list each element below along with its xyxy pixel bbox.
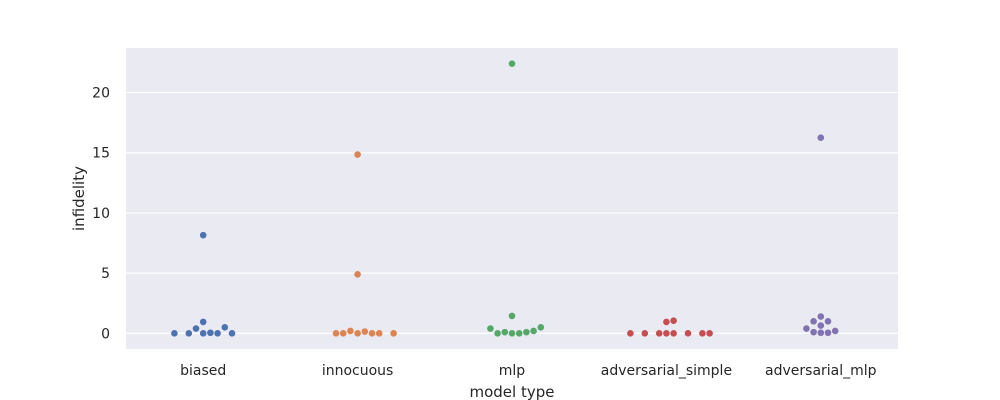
data-point [508, 312, 516, 320]
y-tick-label: 0 [101, 326, 110, 342]
data-point [199, 231, 207, 239]
plot-area [126, 48, 898, 349]
data-point [508, 60, 516, 67]
data-point [824, 329, 832, 337]
data-point [655, 330, 663, 337]
data-point [361, 328, 369, 335]
data-point [817, 313, 825, 320]
data-point [706, 330, 713, 337]
data-point [199, 330, 207, 337]
data-point [803, 325, 810, 332]
data-point [214, 330, 221, 337]
data-point [810, 328, 817, 336]
y-tick-label: 5 [101, 266, 110, 282]
data-point [537, 324, 545, 331]
x-tick-label: innocuous [322, 363, 394, 379]
data-point [670, 317, 677, 325]
y-axis-label: infidelity [70, 166, 88, 231]
data-point [515, 330, 523, 337]
data-point [221, 324, 229, 331]
x-tick-label: adversarial_mlp [765, 363, 877, 379]
data-point [228, 330, 236, 337]
data-point [824, 318, 832, 325]
data-point [699, 330, 706, 337]
x-tick-label: mlp [499, 363, 526, 379]
x-axis-ticks: biased innocuous mlp adversarial_simple adve… [180, 363, 877, 379]
data-point [831, 327, 839, 335]
y-tick-label: 15 [92, 146, 110, 162]
data-point [663, 330, 670, 337]
data-point [368, 330, 376, 337]
data-point [192, 325, 200, 332]
data-point [199, 318, 207, 326]
data-points [171, 60, 839, 337]
data-point [670, 330, 677, 337]
data-point [663, 318, 670, 326]
data-point [817, 329, 825, 337]
data-point [347, 327, 354, 335]
data-point [390, 330, 397, 337]
data-point [354, 151, 361, 158]
data-point [508, 330, 516, 337]
data-point [487, 325, 494, 332]
data-point [501, 328, 509, 336]
data-point [523, 328, 530, 336]
data-point [332, 330, 340, 337]
data-point [339, 330, 347, 337]
data-point [641, 330, 649, 337]
x-tick-label: biased [180, 363, 226, 379]
data-point [810, 318, 817, 325]
x-tick-label: adversarial_simple [601, 363, 732, 379]
data-point [207, 329, 214, 337]
data-point [375, 330, 383, 337]
y-tick-label: 20 [92, 86, 110, 102]
data-point [684, 330, 692, 337]
data-point [185, 330, 193, 337]
y-axis-ticks: 0 5 10 15 20 [92, 86, 110, 343]
data-point [354, 271, 361, 278]
x-axis-label: model type [470, 383, 555, 400]
data-point [817, 322, 825, 329]
data-point [627, 330, 634, 337]
data-point [530, 327, 537, 335]
y-tick-label: 10 [92, 206, 110, 222]
data-point [494, 330, 501, 337]
gridlines [126, 91, 898, 334]
data-point [354, 330, 361, 337]
data-point [171, 330, 178, 337]
data-point [817, 134, 825, 141]
